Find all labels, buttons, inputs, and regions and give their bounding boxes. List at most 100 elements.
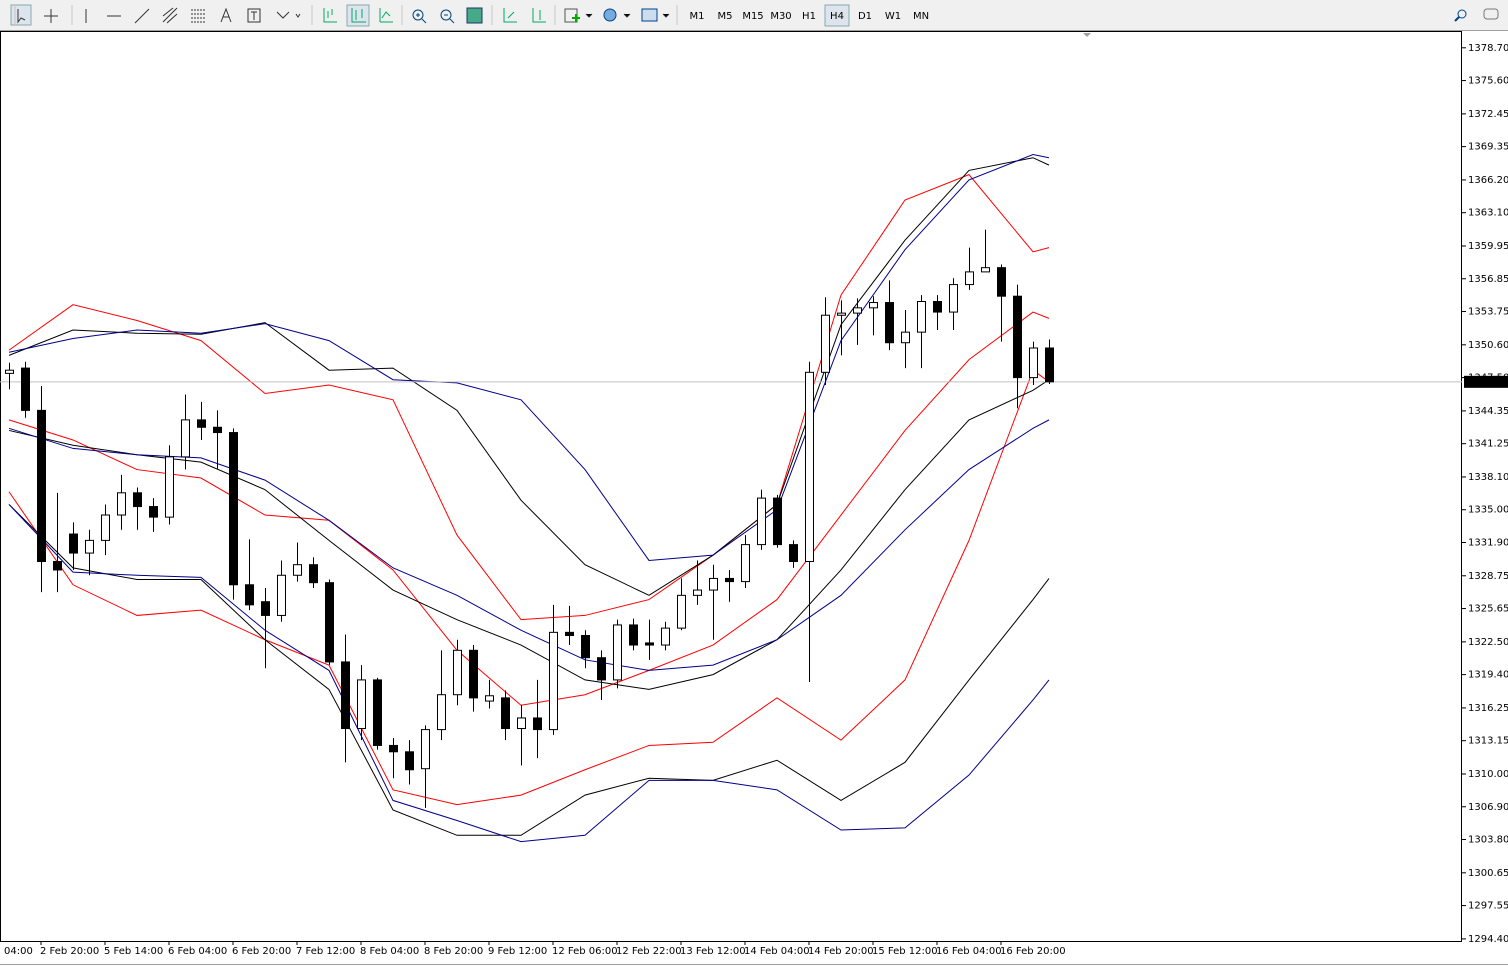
x-tick-label: 8 Feb 04:00 (360, 946, 419, 957)
cursor-button[interactable] (10, 4, 32, 26)
candle-body (469, 649, 478, 699)
y-tick-label: 1300.65 (1468, 868, 1508, 879)
candle-body (629, 624, 638, 646)
trendline-icon[interactable] (134, 8, 150, 24)
x-tick-label: 6 Feb 04:00 (168, 946, 227, 957)
candle-body (133, 492, 142, 508)
candle-body (293, 564, 302, 576)
timeframe-button[interactable]: D1 (858, 11, 872, 22)
timeframe-button[interactable]: M30 (770, 11, 791, 22)
line-chart-icon[interactable] (379, 8, 393, 23)
zoom-out-glyph[interactable] (444, 14, 455, 24)
plot (0, 154, 1462, 843)
candle-icon[interactable] (351, 8, 366, 23)
dropdown-arrows[interactable] (585, 13, 670, 18)
zoom-in-icon[interactable] (412, 9, 424, 21)
candle-body (581, 635, 590, 659)
timeframe-button[interactable]: H1 (802, 11, 816, 22)
candle-body (373, 679, 382, 746)
y-tick-label: 1328.75 (1468, 571, 1508, 582)
y-tick-label: 1306.90 (1468, 802, 1508, 813)
x-tick-label: 16 Feb 04:00 (936, 946, 1002, 957)
candle-body (181, 419, 190, 458)
zoom-in-glyph[interactable] (416, 13, 427, 24)
templates-icon[interactable] (641, 8, 658, 22)
y-tick-label: 1363.10 (1468, 208, 1508, 219)
candle-body (197, 419, 206, 428)
chat-icon[interactable] (1483, 8, 1499, 20)
candle-body (741, 544, 750, 583)
timeframe-button[interactable]: M5 (718, 11, 733, 22)
arrows-icon[interactable] (276, 11, 301, 19)
band-line (8, 504, 1050, 843)
candle-button[interactable] (346, 4, 370, 27)
y-tick-label: 1316.25 (1468, 703, 1508, 714)
candle-body (453, 649, 462, 696)
candle-body (981, 267, 990, 273)
band-line (8, 504, 1050, 836)
crosshair-icon[interactable] (44, 9, 58, 23)
timeframe-button[interactable]: M15 (742, 11, 763, 22)
timeframe-bar: M1 M5 M15 M30 H1 H4 D1 W1 MN (690, 4, 929, 27)
label-glyph[interactable] (251, 11, 257, 20)
candle-body (5, 369, 14, 374)
periods-icon[interactable] (603, 8, 617, 22)
channel-icon[interactable] (162, 7, 178, 24)
text-icon[interactable] (220, 7, 232, 23)
y-tick-label: 1325.65 (1468, 604, 1508, 615)
y-tick-label: 1353.75 (1468, 307, 1508, 318)
y-tick-label: 1344.35 (1468, 406, 1508, 417)
candle-body (229, 432, 238, 586)
last-price-box (1464, 375, 1508, 388)
autoscroll-icon[interactable] (503, 8, 517, 23)
y-tick-label: 1322.50 (1468, 637, 1508, 648)
candle-body (869, 302, 878, 309)
y-tick-label: 1375.60 (1468, 76, 1508, 87)
candle-body (405, 751, 414, 771)
search-icon[interactable] (1457, 9, 1467, 19)
candle-body (101, 514, 110, 541)
tile-icon[interactable] (466, 7, 483, 24)
y-tick-label: 1297.55 (1468, 901, 1508, 912)
x-tick-label: 16 Feb 20:00 (1000, 946, 1066, 957)
candle-body (965, 271, 974, 286)
timeframe-button[interactable]: MN (913, 11, 929, 22)
candle-body (149, 506, 158, 518)
y-tick-label: 1313.15 (1468, 736, 1508, 747)
x-tick-label: 6 Feb 20:00 (232, 946, 291, 957)
x-tick-label: 14 Feb 04:00 (744, 946, 810, 957)
indicators-plus[interactable] (572, 14, 580, 22)
candle-body (261, 601, 270, 616)
cursor-icon[interactable] (17, 9, 26, 24)
candle-body (837, 312, 846, 316)
candle-body (549, 631, 558, 731)
timeframe-button[interactable]: H4 (830, 11, 844, 22)
candle-body (933, 300, 942, 313)
label-icon[interactable] (247, 8, 261, 23)
x-tick-label: 13 Feb 12:00 (680, 946, 746, 957)
x-tick-label: 12 Feb 22:00 (616, 946, 682, 957)
search-handle[interactable] (1454, 16, 1460, 22)
timeframe-button[interactable]: M1 (690, 11, 705, 22)
candle-body (117, 492, 126, 516)
candle-body (885, 302, 894, 344)
candle-body (485, 695, 494, 702)
candle-body (245, 584, 254, 606)
band-line (8, 369, 1050, 806)
y-tick-label: 1303.80 (1468, 835, 1508, 846)
band-line (8, 379, 1050, 690)
candle-body (165, 456, 174, 518)
candle-body (341, 661, 350, 730)
zoom-out-icon[interactable] (440, 9, 452, 21)
y-tick-label: 1378.70 (1468, 43, 1508, 54)
candle-body (917, 300, 926, 333)
shift-icon[interactable] (532, 8, 546, 23)
candle-body (37, 409, 46, 563)
x-tick-label: 5 Feb 14:00 (104, 946, 163, 957)
fibo-icon[interactable] (191, 9, 205, 23)
x-tick-label: 9 Feb 12:00 (488, 946, 547, 957)
bar-chart-icon[interactable] (323, 8, 337, 23)
y-tick-label: 1372.45 (1468, 109, 1508, 120)
timeframe-button[interactable]: W1 (885, 11, 901, 22)
candle-body (389, 744, 398, 753)
